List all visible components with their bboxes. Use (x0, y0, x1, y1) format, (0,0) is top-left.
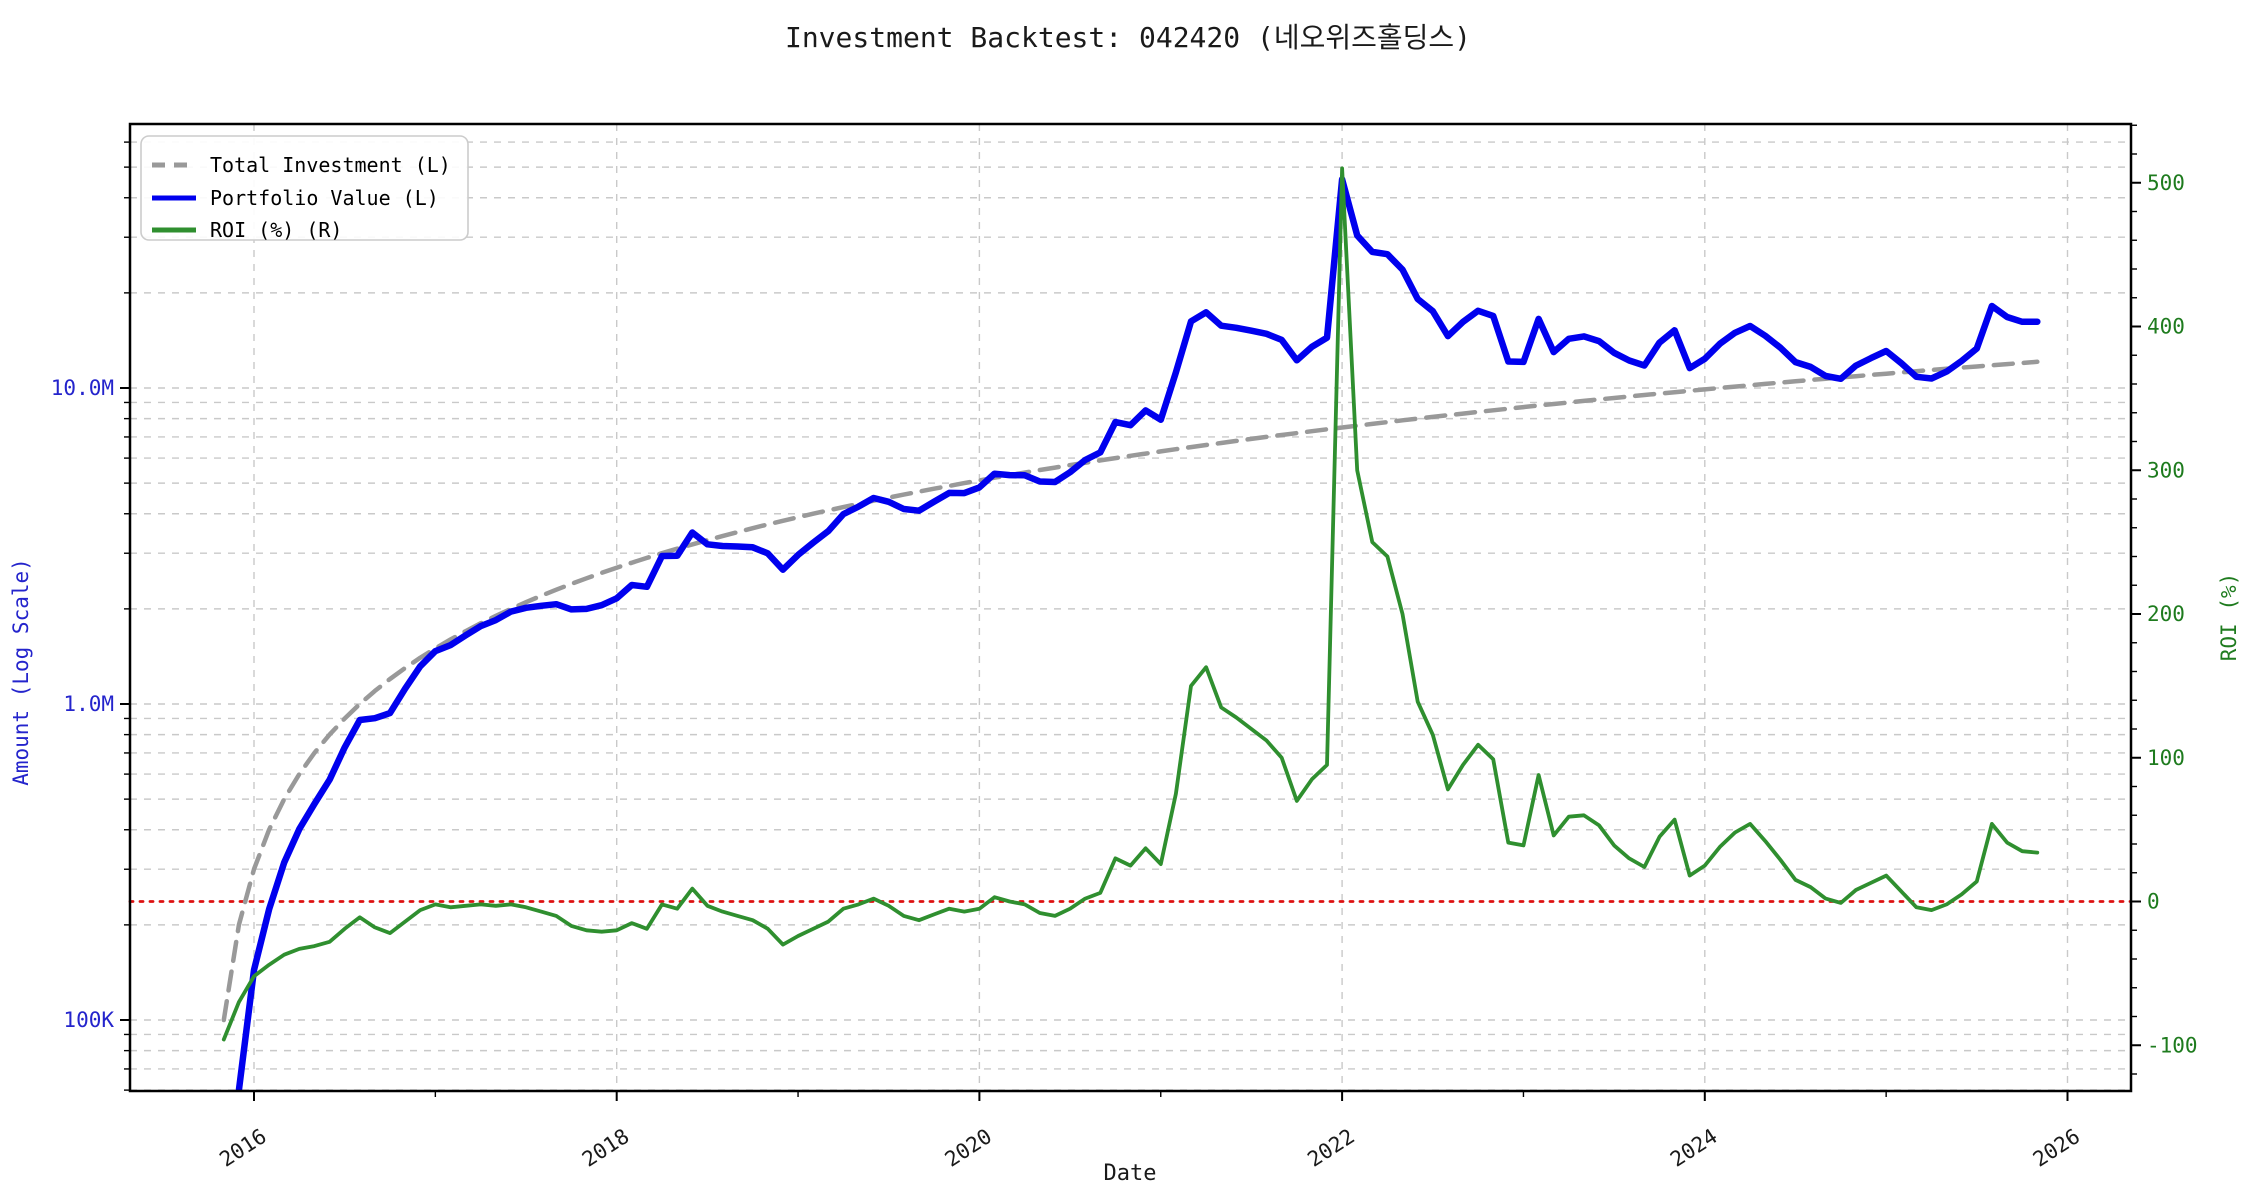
portfolio-value-line (235, 176, 2041, 1091)
y-axis-right: -100 0 100 200 300 400 500 (2131, 124, 2198, 1075)
x-tick-label: 2022 (1303, 1124, 1358, 1172)
x-axis-label: Date (1104, 1161, 1157, 1186)
y-right-tick-label: 500 (2147, 171, 2185, 195)
legend-label-total-investment: Total Investment (L) (210, 153, 451, 177)
y-right-tick-label: 300 (2147, 458, 2185, 482)
x-tick-label: 2018 (578, 1124, 633, 1172)
chart-title: Investment Backtest: 042420 (네오위즈홀딩스) (785, 21, 1471, 54)
legend-label-roi: ROI (%) (R) (210, 218, 342, 242)
y-left-tick-label: 1.0M (63, 692, 114, 716)
y-right-tick-label: -100 (2147, 1033, 2198, 1057)
y-right-tick-label: 100 (2147, 746, 2185, 770)
x-axis: 2016 2018 2020 2022 2024 2026 (215, 1091, 2084, 1172)
x-tick-label: 2020 (941, 1124, 996, 1172)
legend-box (140, 135, 469, 241)
series-group (221, 166, 2041, 1091)
roi-line (221, 166, 2040, 1042)
plot-frame (128, 122, 2133, 1093)
x-tick-label: 2026 (2029, 1124, 2084, 1172)
y-left-tick-label: 10.0M (51, 376, 114, 400)
y-right-tick-label: 0 (2147, 890, 2160, 914)
x-tick-label: 2016 (215, 1124, 270, 1172)
y-left-axis-label: Amount (Log Scale) (9, 558, 33, 786)
y-left-tick-label: 100K (63, 1008, 114, 1032)
grid (130, 124, 2131, 1091)
y-axis-left: 100K 1.0M 10.0M (51, 141, 130, 1091)
y-right-tick-label: 200 (2147, 602, 2185, 626)
y-right-axis-label: ROI (%) (2217, 573, 2241, 662)
legend-label-portfolio-value: Portfolio Value (L) (210, 186, 439, 210)
y-right-tick-label: 400 (2147, 315, 2185, 339)
x-tick-label: 2024 (1666, 1124, 1721, 1172)
legend: Total Investment (L) Portfolio Value (L)… (140, 135, 469, 242)
total-investment-line (221, 359, 2040, 1023)
